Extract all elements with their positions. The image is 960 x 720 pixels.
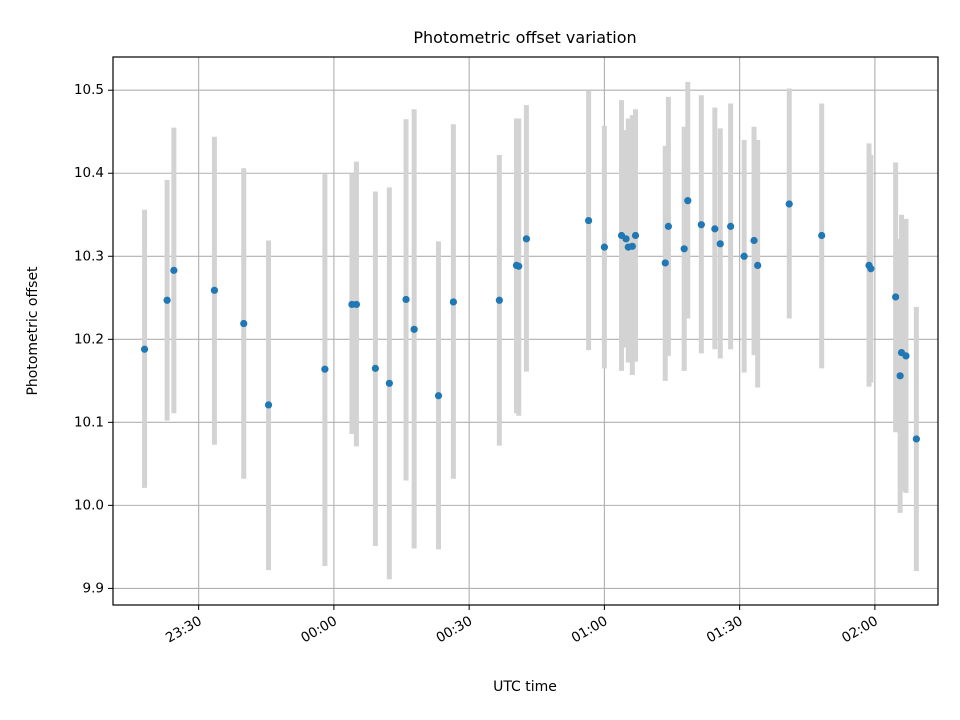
data-point bbox=[371, 364, 379, 372]
data-point bbox=[785, 200, 793, 208]
y-tick-label: 10.2 bbox=[74, 331, 104, 347]
y-tick-label: 10.5 bbox=[74, 82, 104, 98]
data-point bbox=[896, 372, 904, 380]
y-tick-label: 10.0 bbox=[74, 497, 104, 513]
data-point bbox=[264, 401, 273, 409]
y-axis-ticks: 9.9 10.0 10.1 10.2 10.3 10.4 10.5 bbox=[74, 82, 113, 596]
data-point bbox=[163, 296, 171, 304]
chart-title: Photometric offset variation bbox=[413, 28, 636, 47]
data-point bbox=[410, 325, 418, 333]
data-point bbox=[515, 262, 523, 270]
data-point bbox=[818, 231, 826, 240]
data-point bbox=[664, 222, 673, 230]
data-point bbox=[522, 235, 531, 243]
data-point bbox=[631, 231, 640, 240]
data-point bbox=[902, 352, 910, 360]
data-point bbox=[697, 221, 705, 229]
data-point bbox=[727, 222, 735, 230]
data-point bbox=[740, 252, 748, 260]
data-point bbox=[449, 298, 457, 306]
y-tick-label: 10.1 bbox=[74, 414, 104, 430]
data-point bbox=[867, 265, 875, 273]
data-point bbox=[711, 225, 719, 233]
data-point bbox=[622, 235, 630, 243]
data-point bbox=[684, 197, 692, 205]
data-point bbox=[240, 319, 248, 328]
x-axis-label: UTC time bbox=[493, 679, 557, 695]
data-point bbox=[140, 345, 149, 353]
y-tick-label: 10.3 bbox=[74, 248, 104, 264]
data-point bbox=[892, 293, 900, 301]
data-point bbox=[210, 286, 219, 294]
y-tick-label: 9.9 bbox=[83, 580, 104, 596]
data-point bbox=[321, 365, 329, 373]
data-point bbox=[434, 392, 443, 400]
y-axis-label: Photometric offset bbox=[25, 266, 41, 396]
data-point bbox=[912, 435, 920, 443]
data-point bbox=[352, 300, 361, 309]
data-point bbox=[585, 216, 593, 225]
data-points bbox=[140, 197, 920, 443]
data-point bbox=[716, 240, 724, 248]
data-point bbox=[680, 245, 688, 253]
data-point bbox=[402, 295, 410, 304]
data-point bbox=[628, 242, 636, 250]
data-point bbox=[495, 296, 503, 304]
data-point bbox=[750, 236, 758, 245]
data-point bbox=[600, 243, 608, 251]
data-point bbox=[754, 261, 762, 270]
data-point bbox=[385, 379, 393, 387]
data-point bbox=[170, 266, 178, 274]
y-tick-label: 10.4 bbox=[74, 165, 104, 181]
plot-frame bbox=[112, 56, 939, 606]
data-point bbox=[661, 259, 669, 267]
